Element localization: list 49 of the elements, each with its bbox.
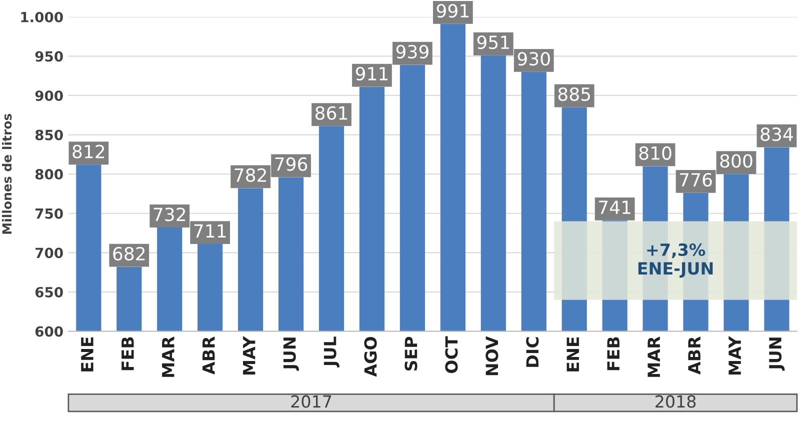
x-tick-label: ABR	[688, 336, 700, 374]
data-label: 930	[518, 52, 550, 66]
data-label: 834	[760, 127, 793, 142]
x-tick-label: MAY	[728, 336, 741, 375]
x-tick-label: MAR	[162, 336, 174, 377]
x-tick-label: ENE	[566, 337, 579, 372]
y-tick-label: 900	[35, 90, 63, 101]
data-label: 951	[477, 35, 509, 50]
data-label: 885	[558, 87, 590, 101]
data-label: 776	[680, 173, 712, 187]
text: 2018	[656, 395, 696, 408]
x-tick-label: OCT	[445, 336, 458, 374]
data-label: 711	[194, 224, 226, 238]
data-label: 991	[436, 4, 468, 18]
data-label: 796	[275, 157, 308, 171]
data-label: 812	[72, 144, 104, 158]
x-tick-label: NOV	[486, 336, 498, 376]
x-tick-label: ABR	[202, 336, 215, 374]
y-tick-label: 600	[35, 326, 63, 337]
y-tick-label: 650	[35, 286, 63, 298]
x-tick-label: SEP	[404, 336, 418, 371]
x-tick-label: JUL	[324, 336, 340, 368]
data-label: 741	[599, 200, 630, 214]
x-tick-label: DIC	[526, 337, 539, 367]
text: 2017	[291, 395, 332, 408]
data-label: 732	[154, 208, 186, 222]
y-tick-label: 750	[36, 208, 63, 219]
x-tick-label: ENE	[81, 337, 94, 372]
annotation: +7,3% ENE-JUN	[638, 243, 713, 278]
data-label: 810	[639, 146, 672, 160]
data-label: 800	[720, 154, 752, 168]
y-tick-label: 1.000	[21, 12, 63, 22]
x-tick-label: AGO	[364, 336, 377, 377]
data-label: 861	[315, 106, 348, 120]
y-axis-title: Millones de litros	[2, 114, 12, 234]
y-tick-label: 800	[35, 169, 63, 180]
x-tick-label: JUN	[769, 338, 785, 371]
data-label: 939	[396, 44, 428, 59]
x-tick-label: MAY	[243, 336, 256, 375]
y-tick-label: 950	[35, 51, 63, 62]
x-tick-label: FEB	[122, 337, 134, 370]
data-label: 911	[356, 66, 388, 81]
data-label: 682	[113, 246, 145, 261]
y-tick-label: 850	[35, 130, 63, 140]
y-tick-label: 700	[36, 248, 63, 258]
x-tick-label: MAR	[648, 336, 660, 377]
x-tick-label: FEB	[607, 337, 620, 370]
data-label: 782	[234, 168, 266, 182]
x-tick-label: JUN	[283, 338, 299, 371]
